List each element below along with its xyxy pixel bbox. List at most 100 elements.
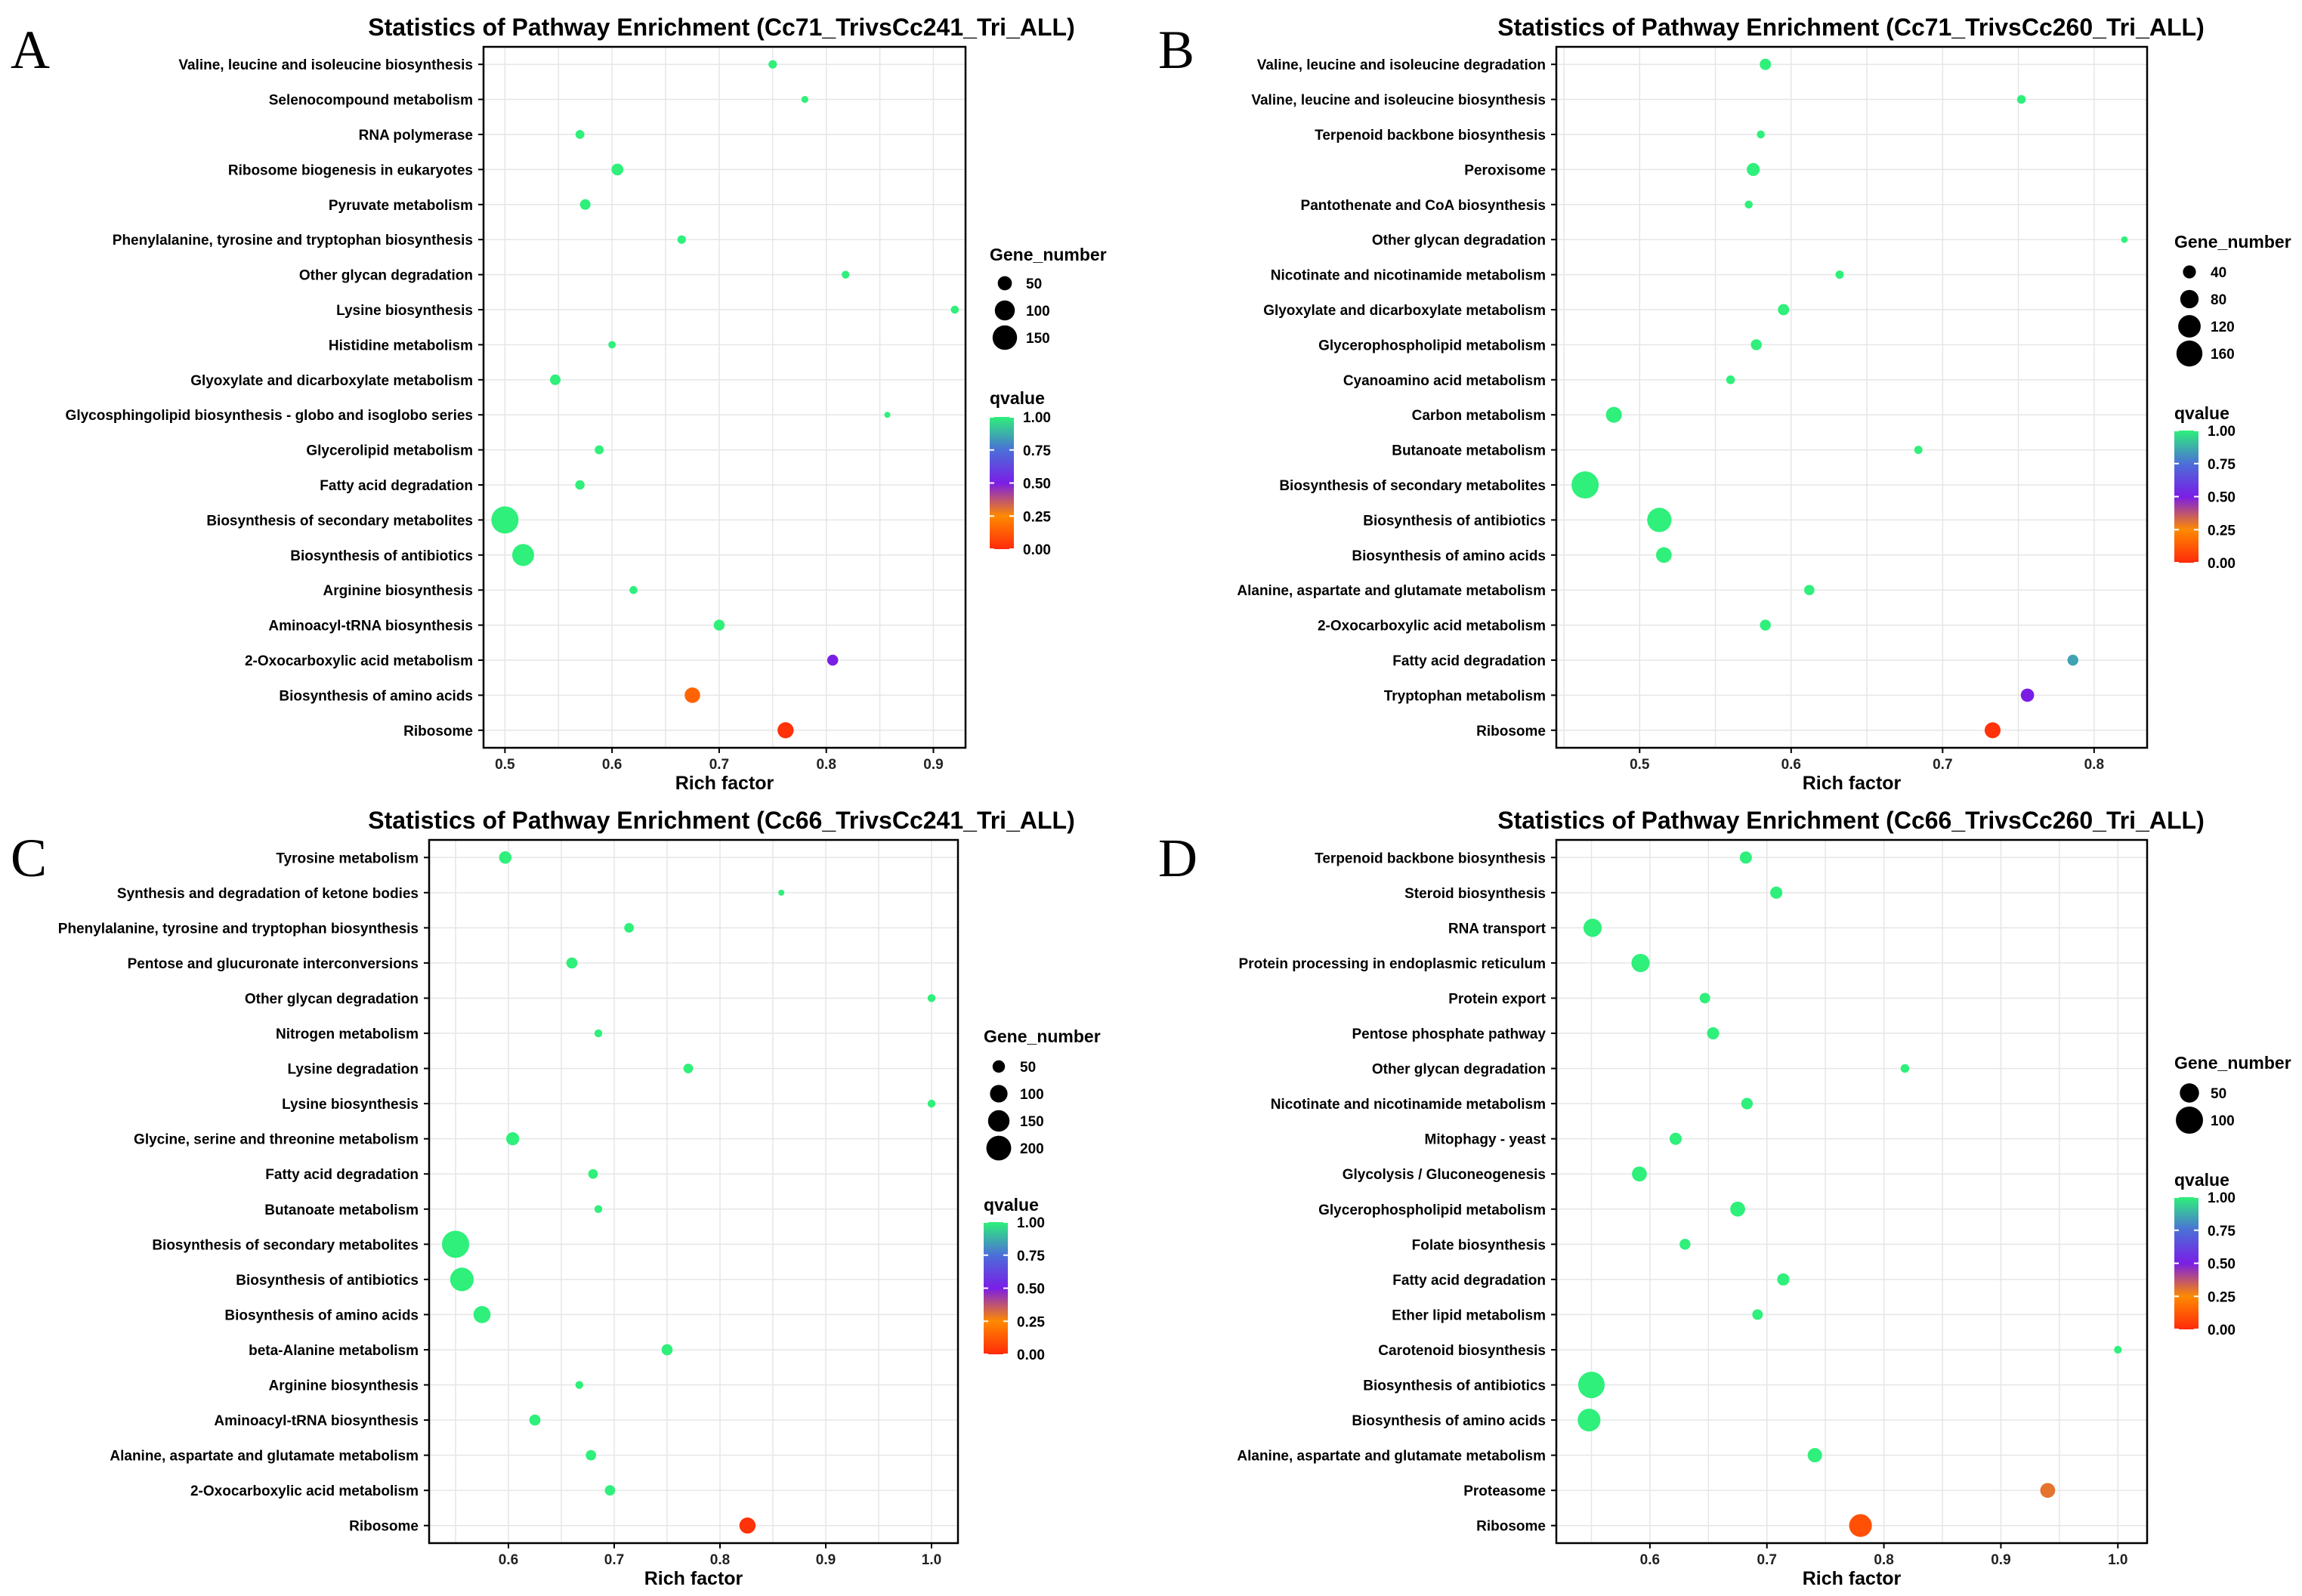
data-point xyxy=(1750,339,1762,350)
category-label: RNA transport xyxy=(1448,921,1547,937)
x-axis-label: Rich factor xyxy=(1803,773,1902,794)
data-point xyxy=(499,851,512,864)
category-label: Biosynthesis of antibiotics xyxy=(236,1273,419,1289)
colorbar-label: 0.25 xyxy=(2208,523,2236,539)
colorbar-label: 0.00 xyxy=(2208,1323,2236,1338)
category-label: Valine, leucine and isoleucine degradati… xyxy=(1257,57,1546,73)
data-point xyxy=(595,445,604,455)
category-label: Valine, leucine and isoleucine biosynthe… xyxy=(178,57,473,73)
size-legend-key xyxy=(2176,340,2203,367)
size-legend-key xyxy=(986,1135,1012,1161)
category-label: Biosynthesis of amino acids xyxy=(224,1307,419,1323)
data-point xyxy=(927,1099,936,1108)
colorbar-label: 0.50 xyxy=(1023,477,1051,492)
plot-frame xyxy=(482,45,967,749)
category-label: Other glycan degradation xyxy=(245,991,419,1007)
size-legend-title: Gene_number xyxy=(984,1026,1101,1046)
category-label: Ribosome xyxy=(403,724,473,739)
category-label: Biosynthesis of amino acids xyxy=(279,688,473,704)
data-point xyxy=(1679,1239,1691,1250)
colorbar-label: 0.00 xyxy=(1017,1347,1045,1363)
data-point xyxy=(450,1267,474,1292)
category-label: Other glycan degradation xyxy=(1372,1062,1546,1078)
category-label: 2-Oxocarboxylic acid metabolism xyxy=(245,653,473,669)
data-point xyxy=(1577,1409,1601,1432)
data-point xyxy=(566,957,578,969)
category-label: Steroid biosynthesis xyxy=(1404,886,1546,902)
size-legend-label: 80 xyxy=(2211,292,2226,308)
size-legend-label: 50 xyxy=(1020,1060,1036,1076)
data-point xyxy=(1647,508,1672,533)
data-point xyxy=(2040,1483,2056,1499)
colorbar-label: 0.50 xyxy=(1017,1282,1045,1298)
category-label: Biosynthesis of antibiotics xyxy=(290,548,473,564)
size-legend-label: 200 xyxy=(1020,1141,1044,1157)
x-tick-label: 0.6 xyxy=(602,757,622,773)
category-label: Biosynthesis of secondary metabolites xyxy=(206,513,473,529)
data-point xyxy=(1741,1097,1754,1110)
category-label: Proteasome xyxy=(1463,1483,1546,1499)
x-axis-label: Rich factor xyxy=(644,1568,743,1589)
x-tick-label: 0.7 xyxy=(1933,757,1952,773)
x-tick-label: 0.6 xyxy=(1781,757,1801,773)
data-point xyxy=(1730,1201,1745,1217)
x-tick-label: 0.5 xyxy=(495,757,515,773)
data-point xyxy=(827,654,839,666)
data-point xyxy=(604,1485,616,1496)
category-label: Protein processing in endoplasmic reticu… xyxy=(1239,956,1546,972)
colorbar-label: 1.00 xyxy=(1023,410,1051,426)
x-tick-label: 0.9 xyxy=(1991,1552,2010,1568)
x-tick-label: 1.0 xyxy=(922,1552,941,1568)
size-legend-label: 120 xyxy=(2211,320,2235,335)
category-label: Biosynthesis of antibiotics xyxy=(1363,1378,1546,1394)
category-label: Folate biosynthesis xyxy=(1412,1237,1546,1253)
size-legend-key xyxy=(2180,1083,2199,1103)
x-axis-label: Rich factor xyxy=(675,773,774,794)
data-point xyxy=(1726,375,1735,384)
size-legend-label: 100 xyxy=(1026,304,1050,320)
category-label: Fatty acid degradation xyxy=(320,478,473,494)
colorbar-label: 1.00 xyxy=(2208,1190,2236,1206)
category-label: Nitrogen metabolism xyxy=(276,1026,419,1042)
data-point xyxy=(575,480,585,490)
category-label: Lysine biosynthesis xyxy=(336,303,473,319)
color-legend-title: qvalue xyxy=(2174,1170,2229,1190)
category-label: Lysine degradation xyxy=(288,1062,419,1078)
colorbar-label: 0.75 xyxy=(1017,1249,1045,1264)
data-point xyxy=(1707,1026,1720,1040)
category-label: Ribosome xyxy=(1476,724,1546,739)
category-label: Peroxisome xyxy=(1464,162,1546,178)
size-legend-key xyxy=(2183,265,2196,279)
data-point xyxy=(1770,886,1783,899)
category-label: Glycerophospholipid metabolism xyxy=(1318,1202,1546,1218)
panel-letter: B xyxy=(1158,20,1194,80)
category-label: Terpenoid backbone biosynthesis xyxy=(1315,128,1546,144)
category-label: beta-Alanine metabolism xyxy=(249,1343,419,1359)
category-label: Biosynthesis of amino acids xyxy=(1352,548,1546,564)
data-point xyxy=(1632,1166,1647,1182)
data-point xyxy=(768,60,777,69)
category-label: Aminoacyl-tRNA biosynthesis xyxy=(268,619,473,634)
category-label: Carbon metabolism xyxy=(1412,408,1546,424)
panel-letter: A xyxy=(11,20,50,80)
size-legend-label: 160 xyxy=(2211,347,2235,363)
size-legend-title: Gene_number xyxy=(2174,1053,2291,1073)
data-point xyxy=(594,1205,603,1213)
category-label: Glyoxylate and dicarboxylate metabolism xyxy=(1263,303,1546,319)
data-point xyxy=(575,1381,583,1389)
category-label: Biosynthesis of amino acids xyxy=(1352,1413,1546,1429)
colorbar-label: 0.50 xyxy=(2208,1257,2236,1273)
category-label: Alanine, aspartate and glutamate metabol… xyxy=(1237,1449,1546,1465)
data-point xyxy=(2114,1345,2122,1354)
data-point xyxy=(713,619,725,631)
data-point xyxy=(1744,200,1753,209)
category-label: Glycolysis / Gluconeogenesis xyxy=(1343,1167,1546,1183)
size-legend-key xyxy=(997,276,1012,291)
category-label: Ether lipid metabolism xyxy=(1392,1307,1546,1323)
category-label: Other glycan degradation xyxy=(1372,233,1546,249)
data-point xyxy=(575,130,585,139)
x-tick-label: 0.5 xyxy=(1630,757,1650,773)
data-point xyxy=(2121,236,2128,243)
panel-b: B Statistics of Pathway Enrichment (Cc71_… xyxy=(1158,14,2291,794)
size-legend-label: 50 xyxy=(1026,276,1042,292)
